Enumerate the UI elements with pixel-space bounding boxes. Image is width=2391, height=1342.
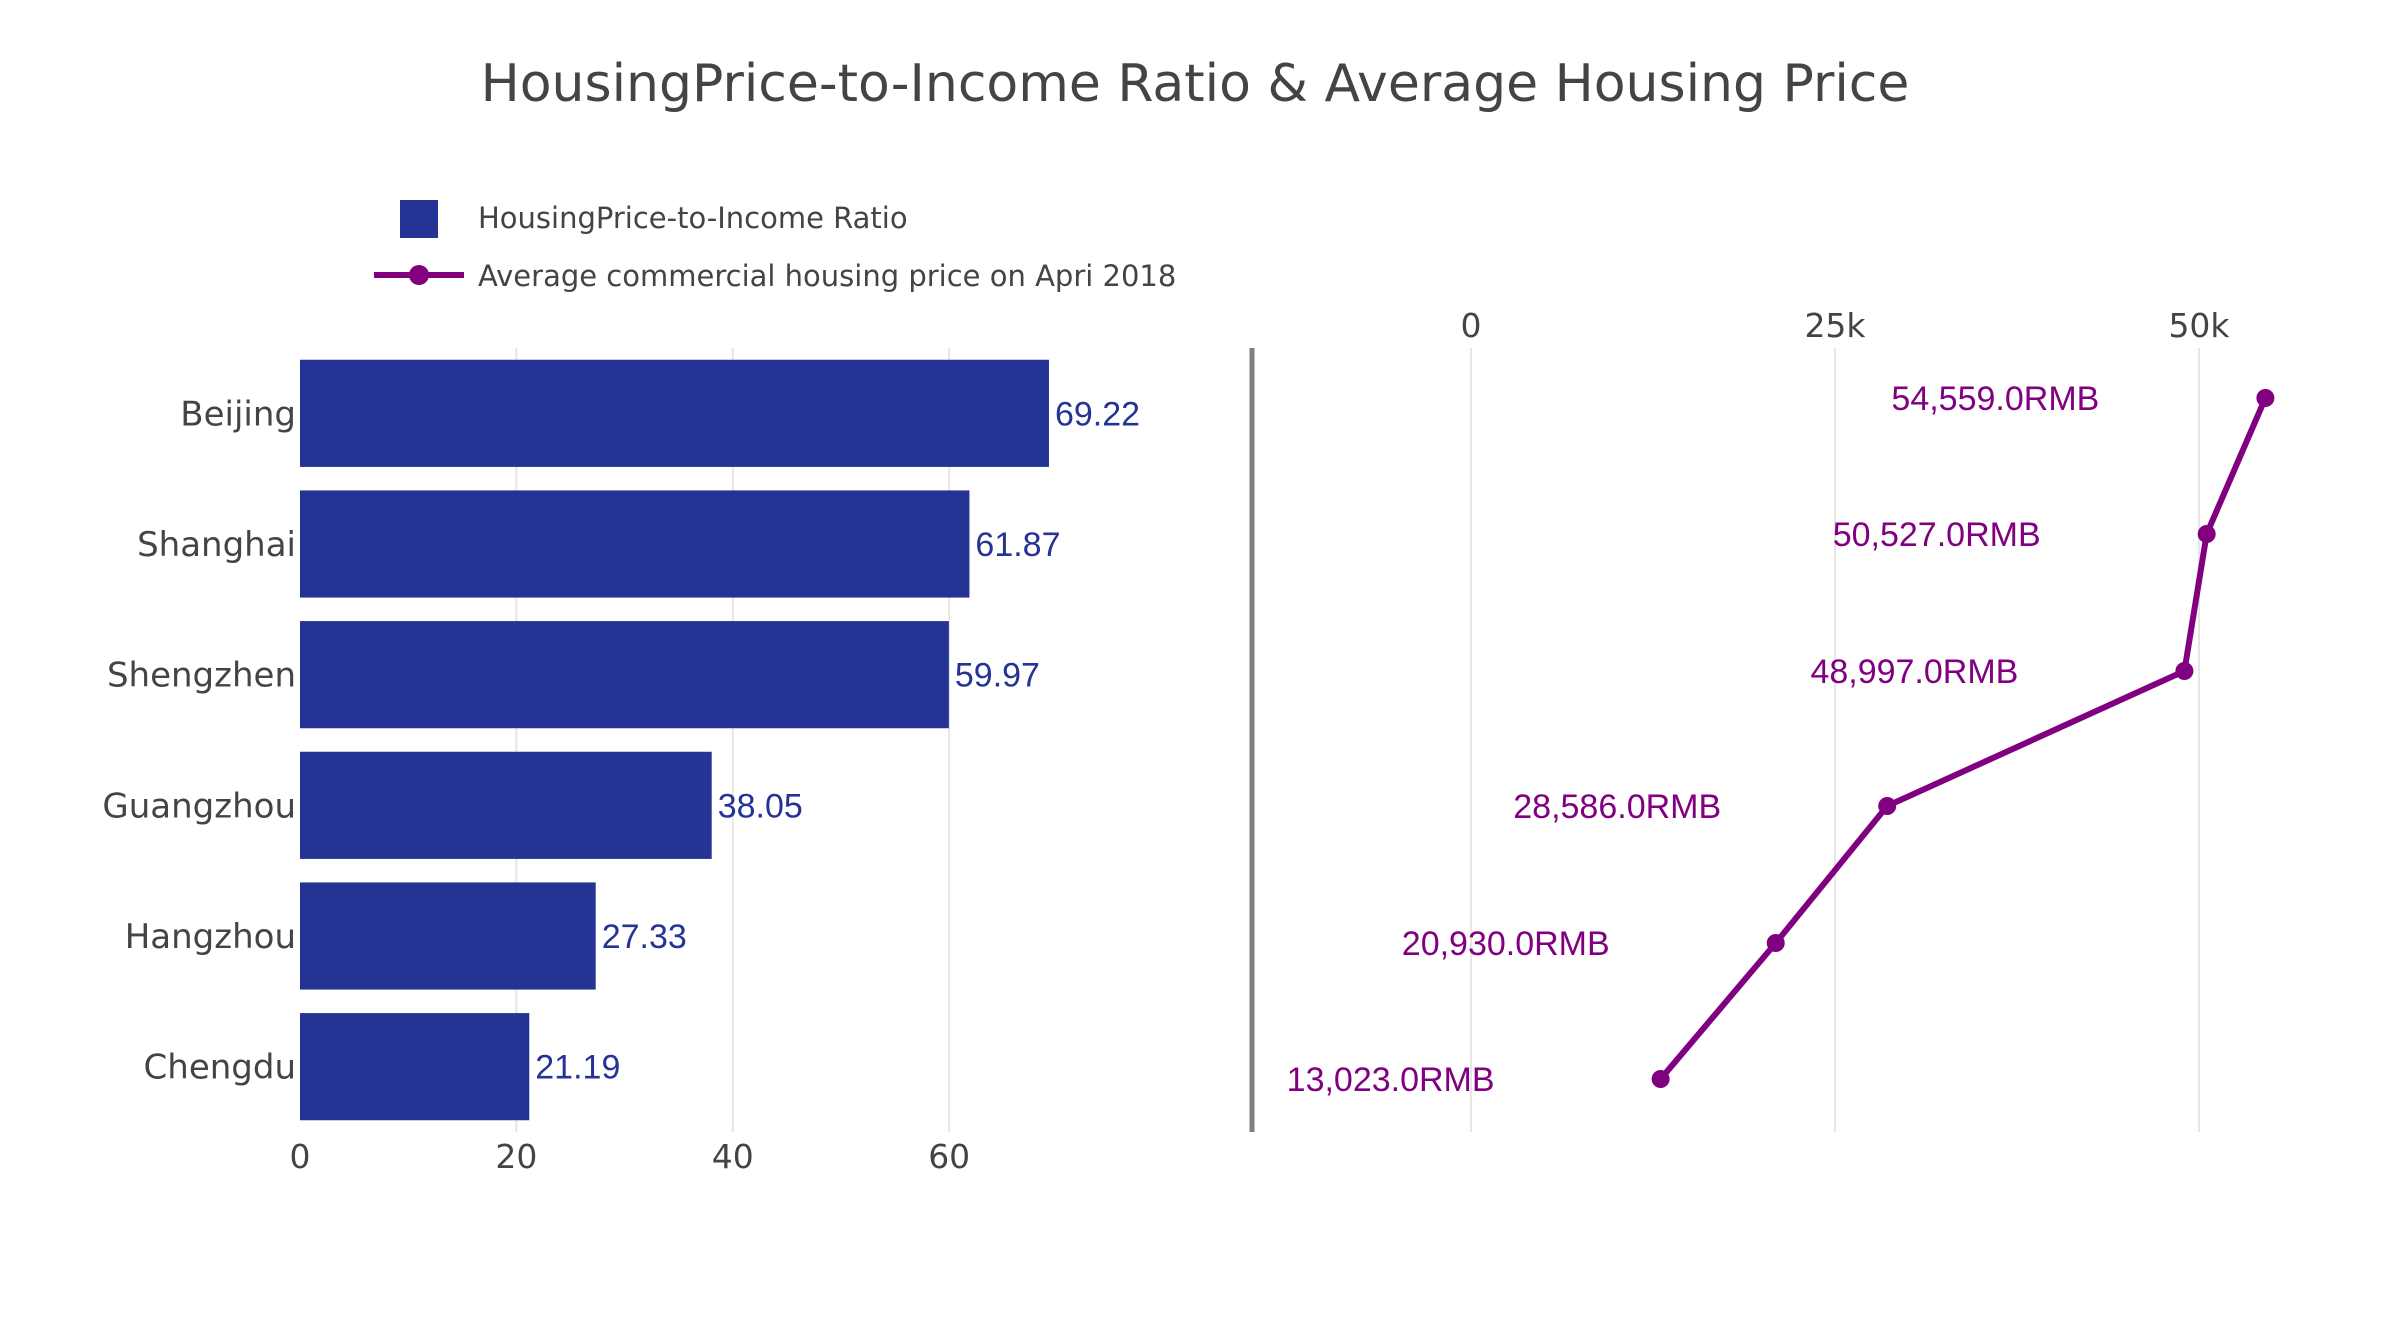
bar-data-label: 61.87 [975,526,1060,564]
price-data-label: 13,023.0RMB [1287,1061,1495,1099]
category-label: Shanghai [137,525,296,565]
chart-title: HousingPrice-to-Income Ratio & Average H… [481,54,1910,114]
legend-item-line: Average commercial housing price on Apri… [478,259,1176,293]
line-x-tick-label: 25k [1804,306,1866,345]
bar-chengdu [300,1013,530,1121]
category-label: Guangzhou [102,786,296,826]
bar-guangzhou [300,751,712,859]
bar-x-tick-label: 40 [712,1137,754,1176]
price-point-chengdu [1651,1070,1670,1088]
bar-panel: 0 20 40 60 Beijing 69.22 Shanghai 61.87 Shengzhe… [102,348,1140,1176]
price-point-hangzhou [1766,934,1785,952]
bar-beijing [300,359,1049,467]
legend-item-bar: HousingPrice-to-Income Ratio [478,201,908,235]
price-data-label: 50,527.0RMB [1833,516,2041,554]
legend: HousingPrice-to-Income Ratio Average com… [374,200,1176,293]
price-line [1658,396,2269,1081]
bar-x-tick-label: 0 [290,1137,311,1176]
category-label: Shengzhen [107,656,296,696]
legend-bar-swatch [400,200,438,238]
price-data-label: 48,997.0RMB [1810,653,2018,691]
bar-data-label: 38.05 [718,787,803,825]
bar-hangzhou [300,882,596,990]
bar-x-tick-label: 20 [495,1137,537,1176]
line-panel: 0 25k 50k 54,559.0RMB 50,527.0RMB 48,997.0RMB… [1287,306,2275,1132]
price-point-shanghai [2197,525,2216,543]
price-data-label: 54,559.0RMB [1891,380,2099,418]
price-point-beijing [2256,389,2275,407]
price-data-label: 28,586.0RMB [1513,788,1721,826]
line-x-tick-label: 0 [1461,306,1482,345]
line-x-tick-label: 50k [2168,306,2230,345]
bar-data-label: 69.22 [1055,395,1140,433]
bar-data-label: 27.33 [602,918,687,956]
bar-x-tick-label: 60 [928,1137,970,1176]
price-point-shengzhen [2175,662,2194,680]
price-data-label: 20,930.0RMB [1402,925,1610,963]
bar-shanghai [300,490,970,598]
category-label: Beijing [180,394,296,434]
category-label: Hangzhou [125,917,296,957]
legend-line-marker [409,265,429,285]
bar-shengzhen [300,621,949,729]
price-point-guangzhou [1878,797,1897,815]
category-label: Chengdu [144,1048,296,1088]
bar-data-label: 21.19 [535,1049,620,1087]
bar-data-label: 59.97 [955,657,1040,695]
